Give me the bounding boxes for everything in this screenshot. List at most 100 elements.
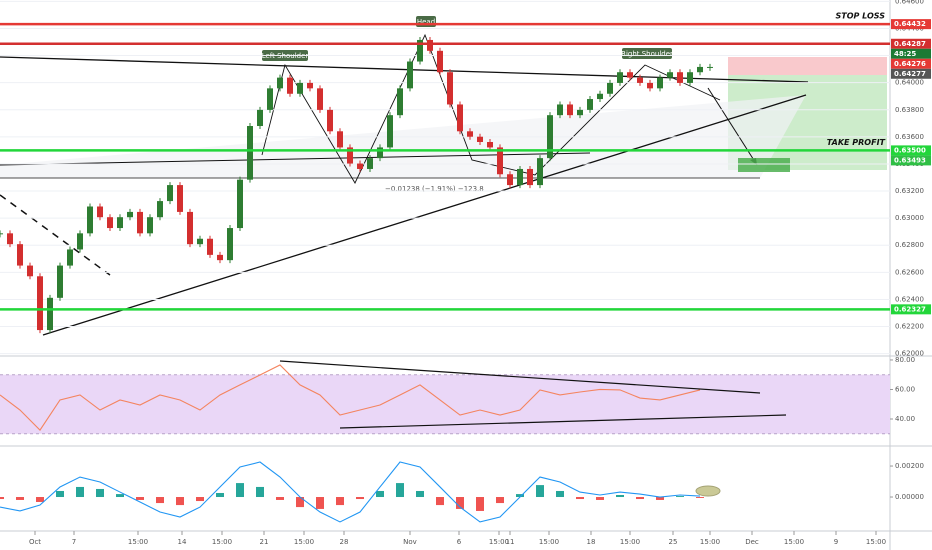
price-tag-label: 48:25 — [894, 50, 916, 58]
candle — [397, 88, 403, 116]
candle — [417, 39, 423, 62]
x-tick-label: 18 — [587, 538, 596, 546]
y-tick-label: 0.64600 — [895, 0, 924, 5]
candle — [147, 217, 153, 234]
histogram-bar — [356, 497, 364, 500]
price-tag-label: 0.64277 — [894, 70, 926, 78]
candle — [477, 136, 483, 142]
candle — [557, 104, 563, 116]
candle — [617, 72, 623, 83]
histogram-bar — [136, 497, 144, 500]
y-tick-label: 0.62400 — [895, 295, 924, 303]
candle — [257, 109, 263, 127]
candle — [167, 185, 173, 202]
candle — [697, 66, 703, 73]
histogram-bar — [676, 496, 684, 498]
price-tag — [891, 19, 931, 30]
price-tag — [891, 38, 931, 49]
candle — [267, 88, 273, 110]
candle — [447, 72, 453, 105]
candle — [77, 233, 83, 250]
histogram-bar — [636, 497, 644, 500]
candle — [627, 72, 633, 78]
candle — [637, 77, 643, 83]
candle — [457, 104, 463, 132]
candle — [667, 72, 673, 78]
candle — [327, 109, 333, 132]
histogram-bar — [456, 497, 464, 509]
candle — [427, 39, 433, 51]
candle — [517, 168, 523, 186]
highlight — [695, 485, 721, 497]
histogram-bar — [76, 486, 84, 498]
trendline — [42, 94, 807, 336]
candle — [707, 66, 713, 68]
rsi-line — [0, 364, 701, 431]
candle — [157, 201, 163, 218]
measure-label: −0.01238 (−1.91%) −123.8 — [385, 185, 484, 193]
candle — [407, 61, 413, 89]
histogram-bar — [196, 497, 204, 502]
trendline — [279, 360, 761, 394]
x-tick-label: 15:00 — [212, 538, 232, 546]
candle — [647, 82, 653, 89]
candle — [187, 211, 193, 245]
y-tick-label: 0.64000 — [895, 79, 924, 87]
x-tick-label: Dec — [745, 538, 759, 546]
annotation: Right Shoulder — [621, 50, 673, 58]
price-tag — [891, 48, 931, 59]
x-tick-label: 6 — [457, 538, 462, 546]
candle — [87, 206, 93, 234]
price-tag-label: 0.64432 — [894, 20, 926, 28]
level-name: TAKE PROFIT — [827, 138, 886, 147]
x-tick-label: 21 — [260, 538, 269, 546]
histogram-bar — [36, 497, 44, 502]
dashed-trendline — [0, 194, 111, 276]
histogram-bar — [476, 497, 484, 511]
histogram-bar — [416, 490, 424, 498]
histogram-bar — [596, 497, 604, 500]
candle — [567, 104, 573, 116]
x-tick-label: 15:00 — [866, 538, 886, 546]
y-tick-label: 60.00 — [895, 385, 915, 393]
x-tick-label: Oct — [29, 538, 41, 546]
y-tick-label: 0.62000 — [895, 350, 924, 358]
histogram-bar — [236, 483, 244, 498]
histogram-bar — [156, 497, 164, 504]
candle — [127, 211, 133, 218]
histogram-bar — [256, 486, 264, 498]
y-tick-label: 0.63000 — [895, 214, 924, 222]
price-tag-label: 0.62327 — [894, 305, 926, 313]
candle — [357, 163, 363, 169]
y-tick-label: 0.00000 — [895, 493, 924, 501]
trendline — [0, 152, 591, 166]
candle — [7, 233, 13, 245]
price-tag — [891, 68, 931, 79]
candle — [597, 93, 603, 100]
x-tick-label: 15:00 — [700, 538, 720, 546]
candle — [527, 168, 533, 186]
candle — [577, 109, 583, 116]
candle — [47, 297, 53, 331]
x-tick-label: Nov — [403, 538, 417, 546]
x-tick-label: 15:00 — [128, 538, 148, 546]
histogram-bar — [16, 497, 24, 500]
histogram-bar — [656, 497, 664, 500]
candle — [277, 77, 283, 89]
price-tag-label: 0.63493 — [894, 156, 926, 164]
candle — [57, 265, 63, 298]
histogram-bar — [536, 485, 544, 498]
price-tag-label: 0.64287 — [894, 40, 926, 48]
histogram-bar — [556, 490, 564, 498]
candle — [387, 115, 393, 148]
x-tick-label: 9 — [834, 538, 838, 546]
annotation-box — [622, 48, 672, 59]
candle — [507, 174, 513, 186]
candle — [587, 99, 593, 110]
candle — [337, 131, 343, 148]
candle — [227, 228, 233, 261]
y-tick-label: 0.63600 — [895, 133, 924, 141]
x-tick-label: 15:00 — [620, 538, 640, 546]
x-tick-label: 11 — [506, 538, 515, 546]
histogram-bar — [516, 494, 524, 498]
